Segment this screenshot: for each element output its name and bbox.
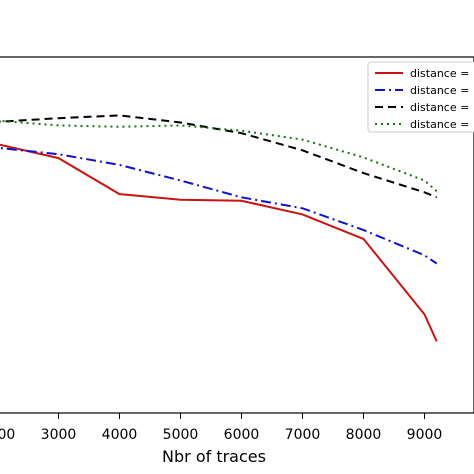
legend: distance = distance = distance = distance =	[367, 61, 474, 133]
x-tick-label: 5000	[163, 427, 199, 443]
legend-label-1: distance =	[410, 67, 469, 80]
series-layer	[0, 114, 438, 342]
x-tick-label: 4000	[102, 427, 138, 443]
series-line-4	[0, 119, 438, 192]
legend-label-4: distance =	[410, 118, 469, 131]
series-line-3	[0, 114, 438, 199]
x-axis: 2000 3000 4000 5000 6000 7000 8000 9000	[0, 413, 442, 443]
plot-frame	[0, 56, 474, 414]
x-tick-label: 3000	[41, 427, 77, 443]
series-line-1	[0, 143, 438, 342]
series-line-2	[0, 147, 438, 265]
x-tick-label: 9000	[407, 427, 443, 443]
x-axis-label: Nbr of traces	[162, 447, 266, 466]
x-tick-label: 7000	[285, 427, 321, 443]
legend-items: distance = distance = distance = distance =	[375, 67, 469, 131]
legend-box	[367, 61, 474, 133]
x-tick-label: 8000	[346, 427, 382, 443]
legend-label-2: distance =	[410, 84, 469, 97]
legend-label-3: distance =	[410, 101, 469, 114]
x-tick-label: 2000	[0, 427, 15, 443]
x-tick-label: 6000	[224, 427, 260, 443]
